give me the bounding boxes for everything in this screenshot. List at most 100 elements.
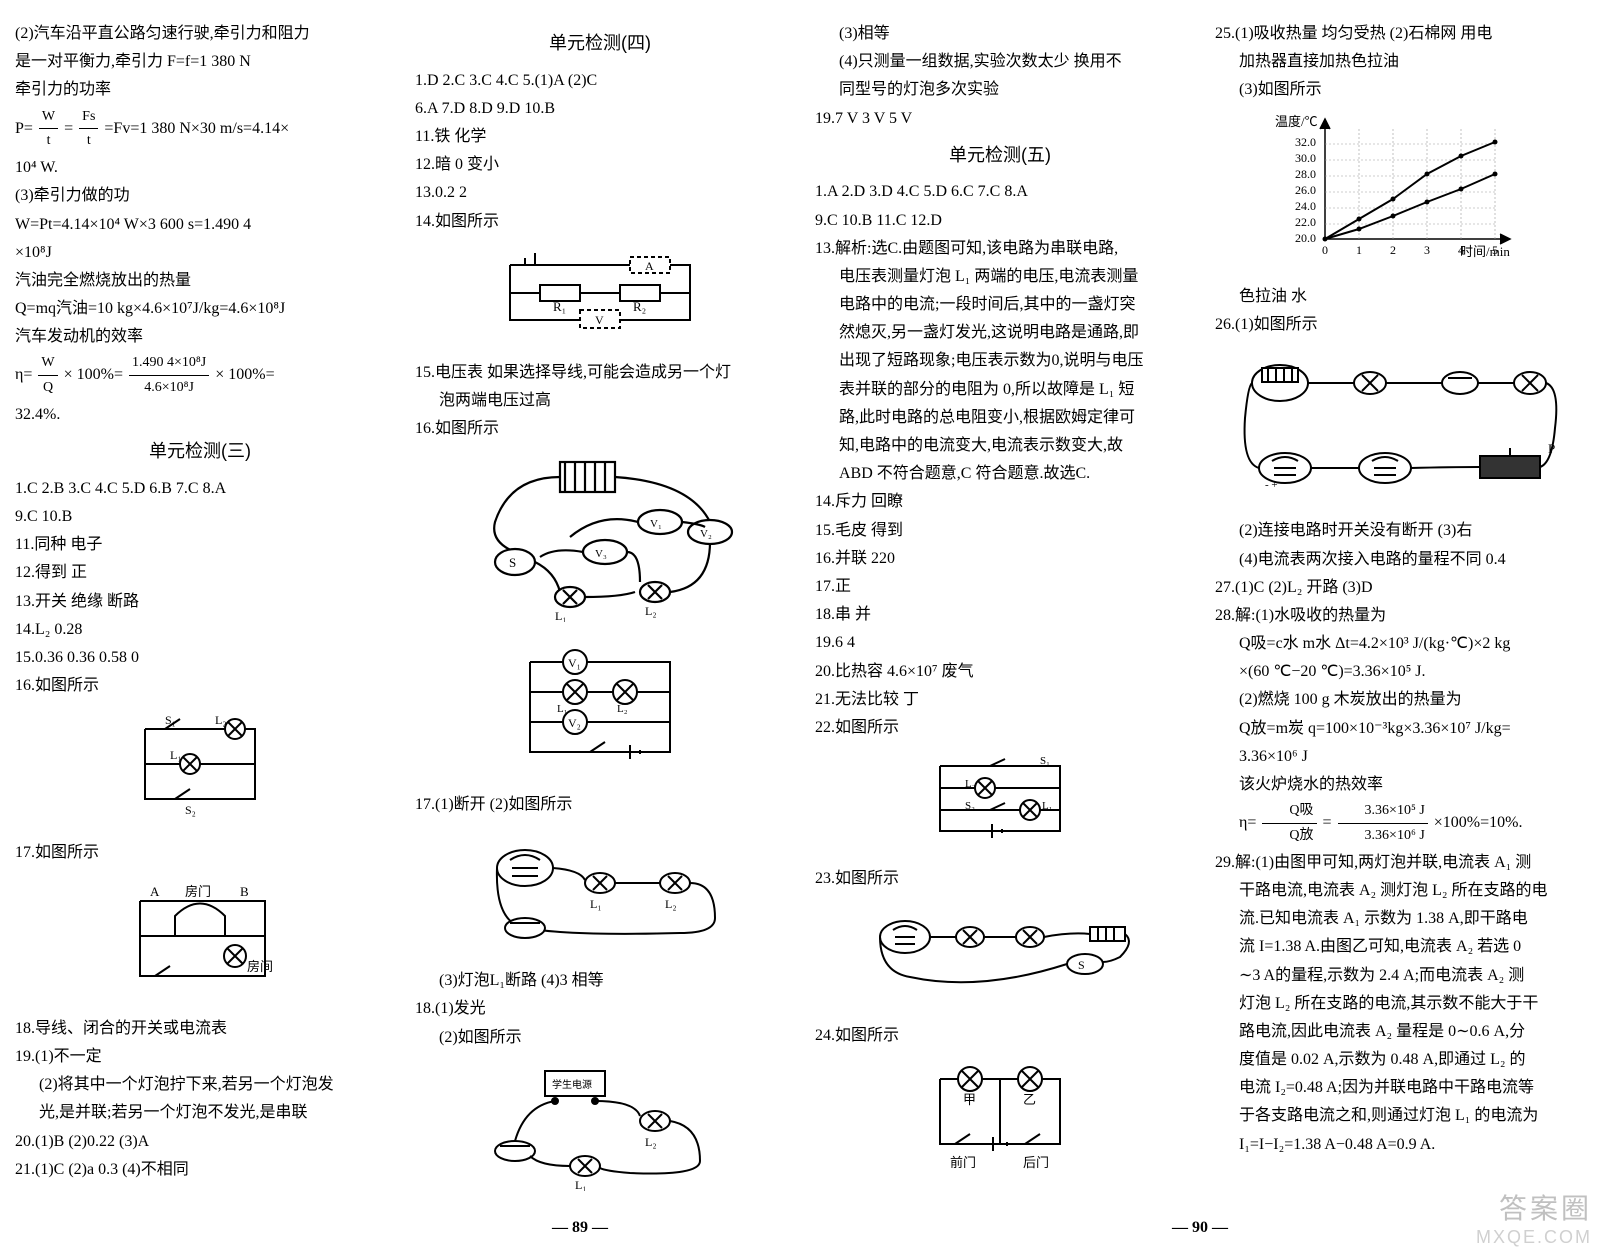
text-line: 表并联的部分的电阻为 0,所以故障是 L₁ 短: [815, 376, 1185, 403]
text-line: 13.0.2 2: [415, 179, 785, 206]
svg-text:甲: 甲: [963, 1092, 976, 1107]
svg-text:0: 0: [1322, 243, 1328, 257]
text-line: (2)连接电路时开关没有断开 (3)右: [1215, 517, 1585, 544]
text-line: 15.电压表 如果选择导线,可能会造成另一个灯: [415, 359, 785, 386]
fraction: 3.36×10⁵ J3.36×10⁶ J: [1338, 799, 1428, 848]
section-title: 单元检测(四): [415, 28, 785, 59]
fraction: 1.490 4×10⁸J4.6×10⁸J: [129, 351, 209, 400]
text-line: 21.无法比较 丁: [815, 686, 1185, 713]
text-line: (3)如图所示: [1215, 76, 1585, 103]
text-line: 干路电流,电流表 A₂ 测灯泡 L₂ 所在支路的电: [1215, 877, 1585, 904]
formula-line: η= WQ × 100%= 1.490 4×10⁸J4.6×10⁸J × 100…: [15, 351, 385, 400]
text-line: (3)牵引力做的功: [15, 182, 385, 209]
text-line: 19.6 4: [815, 629, 1185, 656]
text-line: 21.(1)C (2)a 0.3 (4)不相同: [15, 1156, 385, 1183]
text-line: 灯泡 L₂ 所在支路的电流,其示数不能大于干: [1215, 990, 1585, 1017]
section-title: 单元检测(三): [15, 436, 385, 467]
svg-text:V₂: V₂: [568, 716, 581, 730]
text-line: 9.C 10.B: [15, 503, 385, 530]
svg-text:L₂: L₂: [965, 778, 976, 790]
svg-text:L₂: L₂: [665, 897, 677, 911]
text-line: 32.4%.: [15, 401, 385, 428]
svg-text:V₁: V₁: [650, 518, 662, 530]
circuit-figure-14: A V R₁ R₂: [415, 245, 785, 349]
text-line: 牵引力的功率: [15, 76, 385, 103]
text-line: 12.暗 0 变小: [415, 151, 785, 178]
text-line: 13.开关 绝缘 断路: [15, 588, 385, 615]
circuit-figure-18: 学生电源 L₂ L₁: [415, 1061, 785, 1200]
text-line: 26.(1)如图所示: [1215, 311, 1585, 338]
circuit-figure-17: A 房门 B 房间: [15, 876, 385, 1005]
text-line: I₁=I−I₂=1.38 A−0.48 A=0.9 A.: [1215, 1131, 1585, 1158]
svg-text:- +: - +: [1265, 479, 1278, 491]
text-line: 15.0.36 0.36 0.58 0: [15, 644, 385, 671]
svg-text:S₁: S₁: [165, 713, 176, 727]
text-line: 知,电路中的电流变大,电流表示数变大,故: [815, 432, 1185, 459]
text-line: 度值是 0.02 A,示数为 0.48 A,即通过 L₂ 的: [1215, 1046, 1585, 1073]
svg-text:L₂: L₂: [617, 703, 628, 715]
watermark-text-1: 答案圈: [1476, 1187, 1592, 1227]
circuit-figure-26: - + P: [1215, 348, 1585, 507]
svg-text:学生电源: 学生电源: [552, 1078, 592, 1091]
svg-text:S: S: [509, 555, 516, 570]
svg-text:前门: 前门: [950, 1155, 976, 1170]
text-line: 流 I=1.38 A.由图乙可知,电流表 A₂ 若选 0: [1215, 933, 1585, 960]
svg-text:30.0: 30.0: [1295, 151, 1316, 165]
text-line: 10⁴ W.: [15, 154, 385, 181]
text-line: 出现了短路现象;电压表示数为0,说明与电压: [815, 347, 1185, 374]
page-number: — 90 —: [1000, 1214, 1400, 1241]
text-line: 18.串 并: [815, 601, 1185, 628]
svg-text:L₂: L₂: [645, 604, 657, 618]
svg-text:L₁: L₁: [555, 609, 567, 622]
svg-text:V₂: V₂: [700, 528, 712, 540]
text-line: 20.比热容 4.6×10⁷ 废气: [815, 658, 1185, 685]
text-line: 3.36×10⁶ J: [1215, 743, 1585, 770]
text-line: 23.如图所示: [815, 865, 1185, 892]
svg-text:S: S: [1078, 958, 1085, 972]
text-line: ×10⁸J: [15, 239, 385, 266]
watermark-text-2: MXQE.COM: [1476, 1227, 1592, 1248]
text-line: 路电流,因此电流表 A₂ 量程是 0∼0.6 A,分: [1215, 1018, 1585, 1045]
svg-text:24.0: 24.0: [1295, 199, 1316, 213]
text-line: 流.已知电流表 A₁ 示数为 1.38 A,即干路电: [1215, 905, 1585, 932]
text-line: 然熄灭,另一盏灯发光,这说明电路是通路,即: [815, 319, 1185, 346]
text-line: Q放=m炭 q=100×10⁻³kg×3.36×10⁷ J/kg=: [1215, 715, 1585, 742]
svg-text:32.0: 32.0: [1295, 135, 1316, 149]
text-line: 11.铁 化学: [415, 123, 785, 150]
text-line: Q=mq汽油=10 kg×4.6×10⁷J/kg=4.6×10⁸J: [15, 295, 385, 322]
text-line: 路,此时电路的总电阻变小,根据欧姆定律可: [815, 404, 1185, 431]
svg-text:V₁: V₁: [568, 656, 581, 670]
text-line: 14.斥力 回瞭: [815, 488, 1185, 515]
svg-text:20.0: 20.0: [1295, 231, 1316, 245]
svg-text:S₂: S₂: [185, 803, 196, 817]
text-line: 电路中的电流;一段时间后,其中的一盏灯突: [815, 291, 1185, 318]
svg-text:L₁: L₁: [575, 1178, 587, 1191]
column-3: (3)相等 (4)只测量一组数据,实验次数太少 换用不 同型号的灯泡多次实验 1…: [800, 0, 1200, 1256]
text-line: 加热器直接加热色拉油: [1215, 48, 1585, 75]
circuit-figure-17b: L₁ L₂: [415, 828, 785, 957]
watermark: 答案圈 MXQE.COM: [1476, 1187, 1592, 1248]
text-line: (2)燃烧 100 g 木炭放出的热量为: [1215, 686, 1585, 713]
text-line: 13.解析:选C.由题图可知,该电路为串联电路,: [815, 235, 1185, 262]
text-line: 是一对平衡力,牵引力 F=f=1 380 N: [15, 48, 385, 75]
text-line: ABD 不符合题意,C 符合题意.故选C.: [815, 460, 1185, 487]
text-line: 15.毛皮 得到: [815, 517, 1185, 544]
svg-text:S₂: S₂: [965, 800, 975, 812]
svg-text:L₂: L₂: [645, 1135, 657, 1149]
text-line: 18.(1)发光: [415, 995, 785, 1022]
text-line: 电压表测量灯泡 L₁ 两端的电压,电流表测量: [815, 263, 1185, 290]
svg-text:2: 2: [1390, 243, 1396, 257]
text-line: 24.如图所示: [815, 1022, 1185, 1049]
svg-text:后门: 后门: [1023, 1155, 1049, 1170]
svg-text:5: 5: [1492, 243, 1498, 257]
column-1: (2)汽车沿平直公路匀速行驶,牵引力和阻力 是一对平衡力,牵引力 F=f=1 3…: [0, 0, 400, 1256]
text-line: (2)将其中一个灯泡拧下来,若另一个灯泡发: [15, 1071, 385, 1098]
text-line: 17.正: [815, 573, 1185, 600]
text-line: 汽车发动机的效率: [15, 323, 385, 350]
text-line: 色拉油 水: [1215, 283, 1585, 310]
text-line: ×(60 ℃−20 ℃)=3.36×10⁵ J.: [1215, 658, 1585, 685]
text-line: 1.D 2.C 3.C 4.C 5.(1)A (2)C: [415, 67, 785, 94]
text-line: 19.(1)不一定: [15, 1043, 385, 1070]
text-line: ∼3 A的量程,示数为 2.4 A;而电流表 A₂ 测: [1215, 962, 1585, 989]
svg-text:3: 3: [1424, 243, 1430, 257]
